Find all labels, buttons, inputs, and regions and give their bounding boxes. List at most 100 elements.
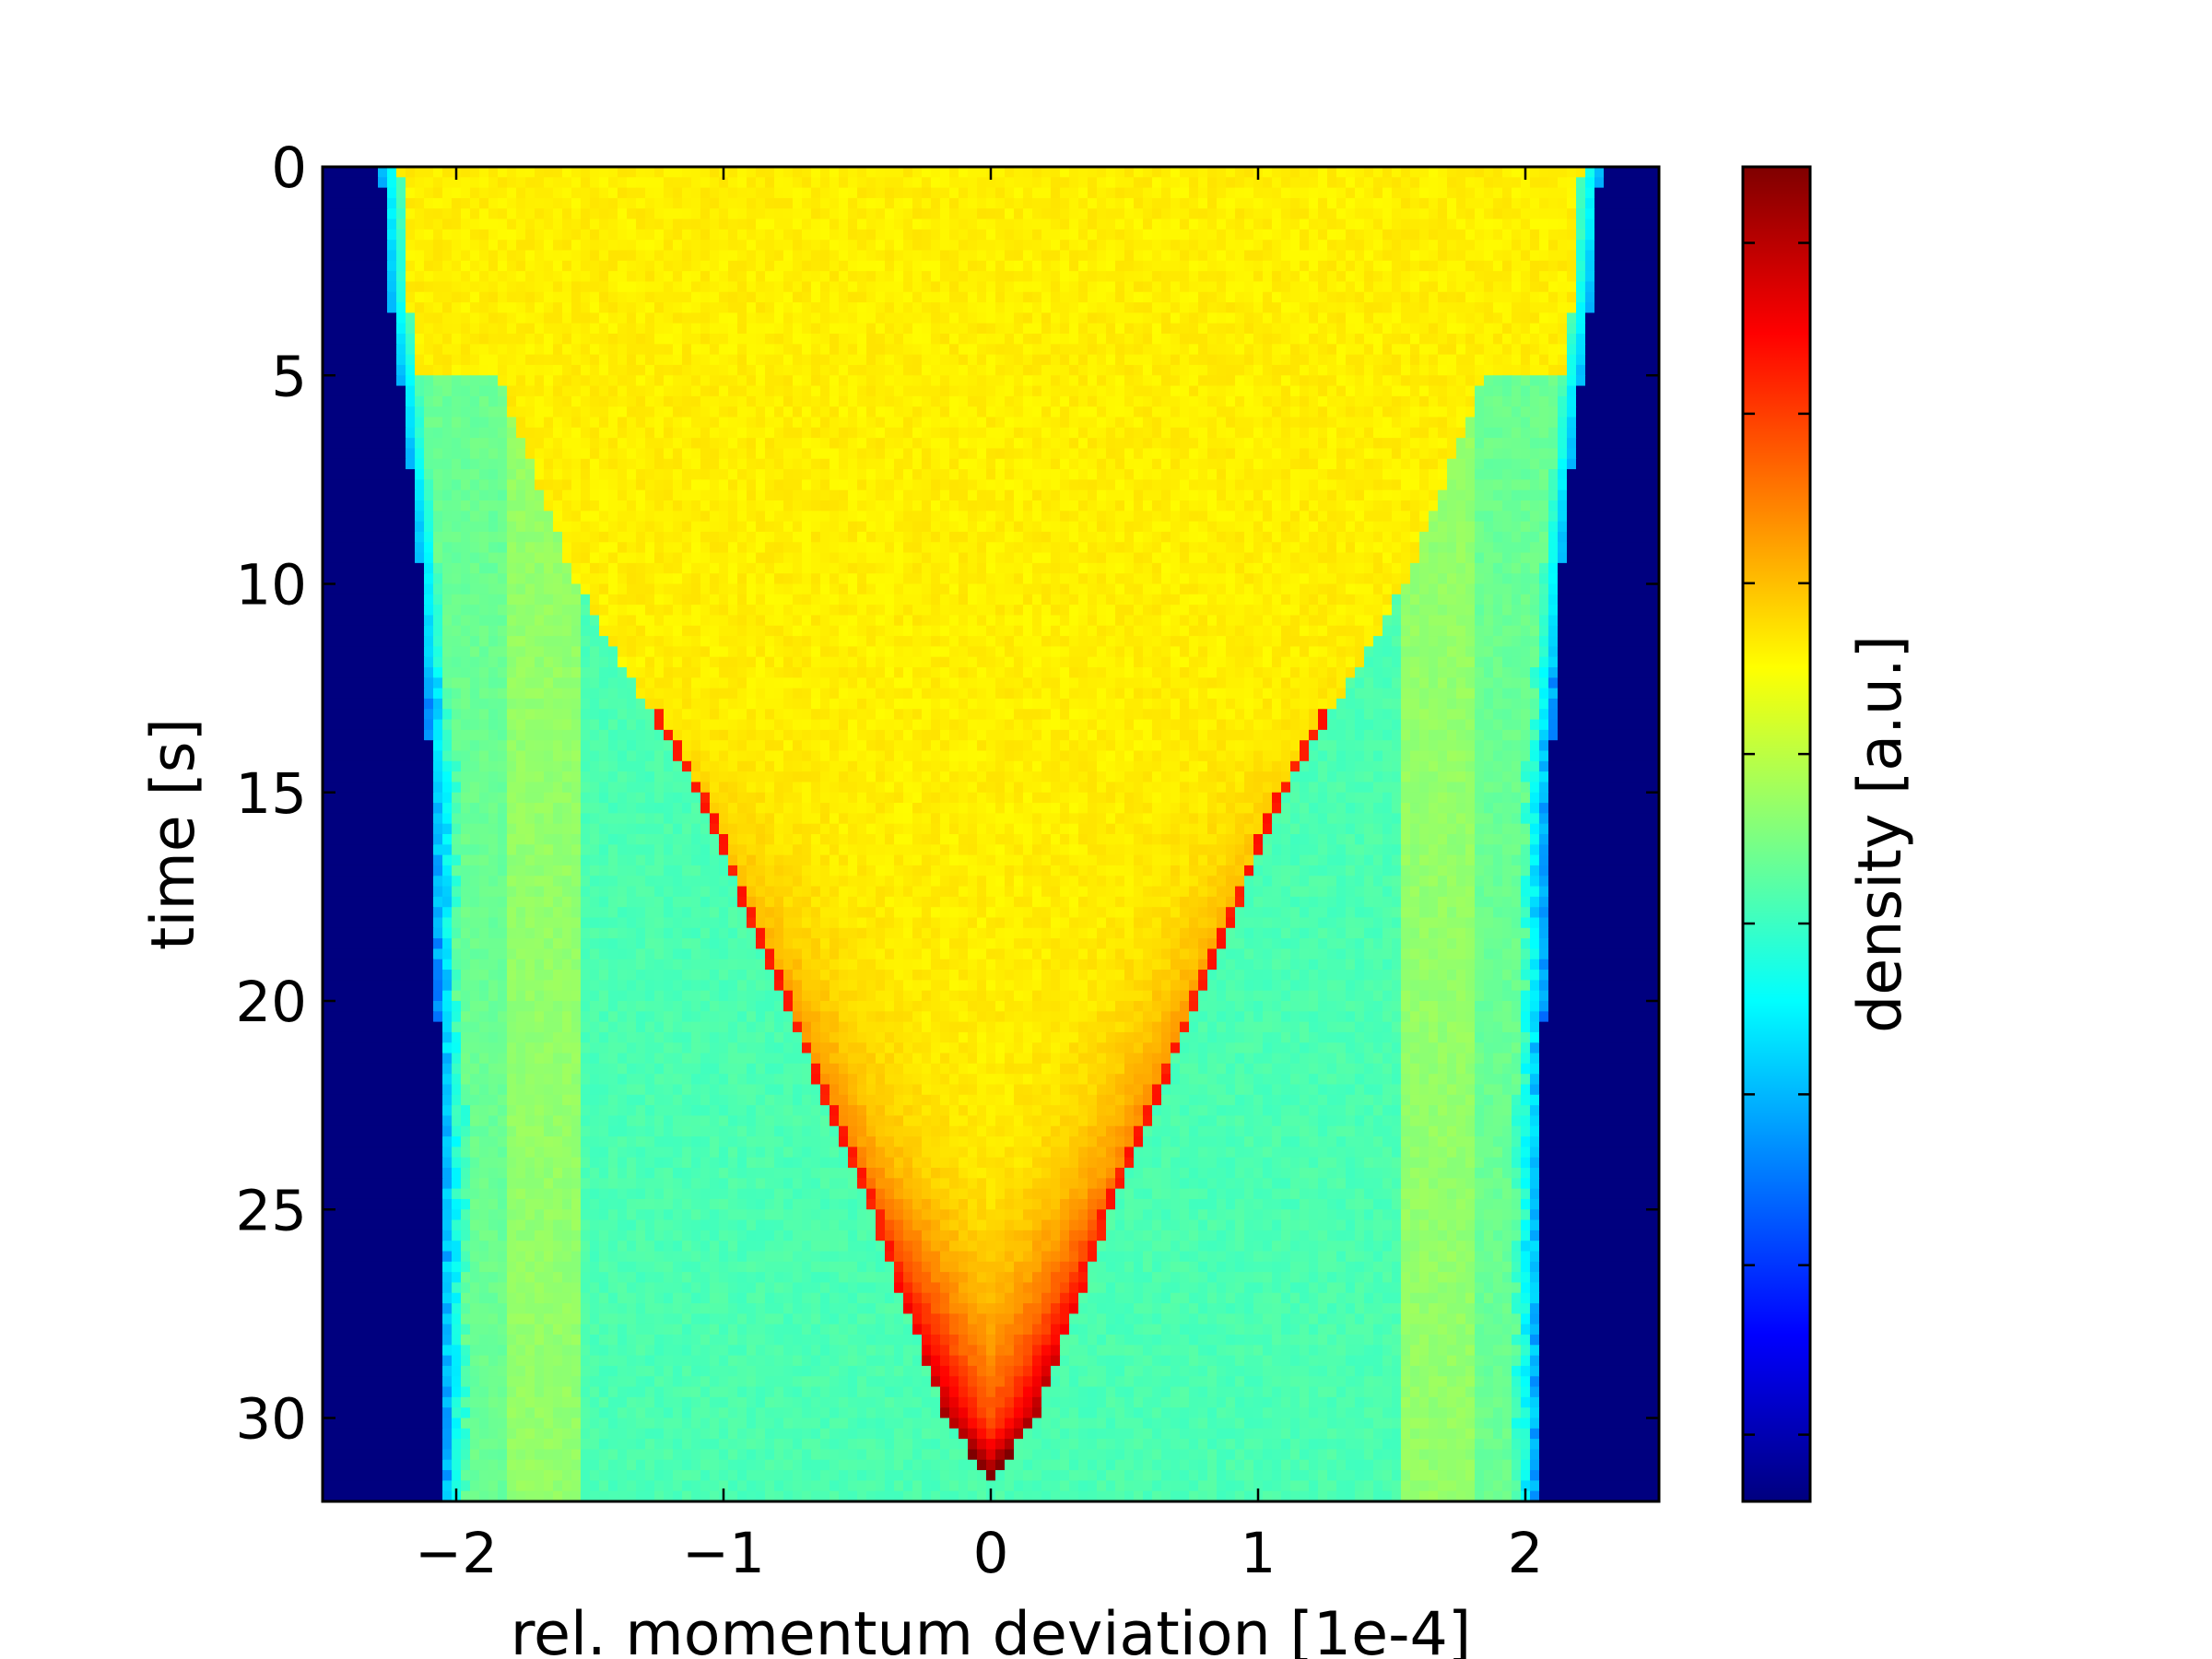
heatmap-cell <box>654 261 665 272</box>
heatmap-cell <box>1475 312 1485 324</box>
heatmap-cell <box>350 208 360 219</box>
heatmap-cell <box>839 271 849 282</box>
heatmap-cell <box>1355 188 1365 199</box>
heatmap-cell <box>1290 490 1300 501</box>
heatmap-cell <box>1198 229 1208 241</box>
heatmap-cell <box>830 375 840 386</box>
heatmap-cell <box>1244 188 1254 199</box>
heatmap-cell <box>1078 396 1088 407</box>
heatmap-cell <box>1143 302 1153 313</box>
heatmap-cell <box>415 261 425 272</box>
heatmap-cell <box>581 219 591 230</box>
heatmap-cell <box>811 271 821 282</box>
heatmap-cell <box>1392 355 1402 366</box>
heatmap-cell <box>1078 448 1088 459</box>
heatmap-cell <box>1023 396 1033 407</box>
heatmap-cell <box>599 324 609 335</box>
heatmap-cell <box>682 479 692 490</box>
heatmap-cell <box>1641 302 1651 313</box>
heatmap-cell <box>1641 396 1651 407</box>
heatmap-cell <box>977 167 987 178</box>
heatmap-cell <box>737 198 747 209</box>
heatmap-cell <box>1235 292 1245 303</box>
heatmap-cell <box>442 198 453 209</box>
heatmap-cell <box>673 438 683 449</box>
heatmap-cell <box>811 375 821 386</box>
heatmap-cell <box>765 281 775 292</box>
heatmap-cell <box>968 418 978 429</box>
heatmap-cell <box>516 438 526 449</box>
heatmap-cell <box>986 312 996 324</box>
heatmap-cell <box>1078 281 1088 292</box>
heatmap-cell <box>387 438 397 449</box>
heatmap-cell <box>802 375 812 386</box>
heatmap-cell <box>488 511 499 522</box>
heatmap-cell <box>1263 511 1273 522</box>
heatmap-cell <box>590 365 600 376</box>
heatmap-cell <box>1355 448 1365 459</box>
heatmap-cell <box>1465 500 1476 512</box>
heatmap-cell <box>350 261 360 272</box>
heatmap-cell <box>1392 428 1402 439</box>
heatmap-cell <box>1447 375 1457 386</box>
heatmap-cell <box>488 386 499 397</box>
heatmap-cell <box>710 292 720 303</box>
heatmap-cell <box>1143 167 1153 178</box>
heatmap-cell <box>802 177 812 188</box>
heatmap-cell <box>1594 334 1605 345</box>
heatmap-cell <box>378 479 388 490</box>
heatmap-cell <box>1152 229 1162 241</box>
heatmap-cell <box>516 261 526 272</box>
heatmap-cell <box>691 312 701 324</box>
heatmap-cell <box>1336 334 1347 345</box>
heatmap-cell <box>1604 208 1614 219</box>
heatmap-cell <box>1106 418 1116 429</box>
heatmap-cell <box>525 324 535 335</box>
heatmap-cell <box>1207 344 1218 355</box>
heatmap-cell <box>765 396 775 407</box>
heatmap-cell <box>1014 271 1024 282</box>
heatmap-cell <box>1382 219 1393 230</box>
heatmap-cell <box>783 459 794 470</box>
heatmap-cell <box>922 229 932 241</box>
heatmap-cell <box>1355 500 1365 512</box>
heatmap-cell <box>488 271 499 282</box>
heatmap-cell <box>912 261 923 272</box>
heatmap-cell <box>912 428 923 439</box>
heatmap-cell <box>1106 365 1116 376</box>
heatmap-cell <box>1217 490 1227 501</box>
heatmap-cell <box>1235 240 1245 251</box>
heatmap-cell <box>627 365 637 376</box>
heatmap-cell <box>369 438 379 449</box>
heatmap-cell <box>1161 292 1171 303</box>
heatmap-cell <box>1438 219 1448 230</box>
heatmap-cell <box>1281 334 1291 345</box>
heatmap-cell <box>461 469 471 480</box>
heatmap-cell <box>1622 302 1632 313</box>
heatmap-cell <box>488 406 499 418</box>
heatmap-cell <box>1078 229 1088 241</box>
heatmap-cell <box>332 355 342 366</box>
heatmap-cell <box>1401 490 1411 501</box>
heatmap-cell <box>830 167 840 178</box>
heatmap-cell <box>664 490 674 501</box>
heatmap-cell <box>1613 302 1623 313</box>
heatmap-cell <box>719 261 729 272</box>
heatmap-cell <box>820 418 830 429</box>
heatmap-cell <box>562 271 572 282</box>
heatmap-cell <box>1180 208 1190 219</box>
heatmap-cell <box>378 459 388 470</box>
heatmap-cell <box>636 490 646 501</box>
heatmap-cell <box>1244 334 1254 345</box>
heatmap-cell <box>793 251 803 262</box>
heatmap-cell <box>369 344 379 355</box>
heatmap-cell <box>544 428 554 439</box>
heatmap-cell <box>535 219 545 230</box>
heatmap-cell <box>1060 167 1070 178</box>
heatmap-cell <box>664 448 674 459</box>
heatmap-cell <box>452 459 462 470</box>
heatmap-cell <box>977 198 987 209</box>
heatmap-cell <box>1539 396 1549 407</box>
heatmap-cell <box>968 229 978 241</box>
heatmap-cell <box>876 240 886 251</box>
